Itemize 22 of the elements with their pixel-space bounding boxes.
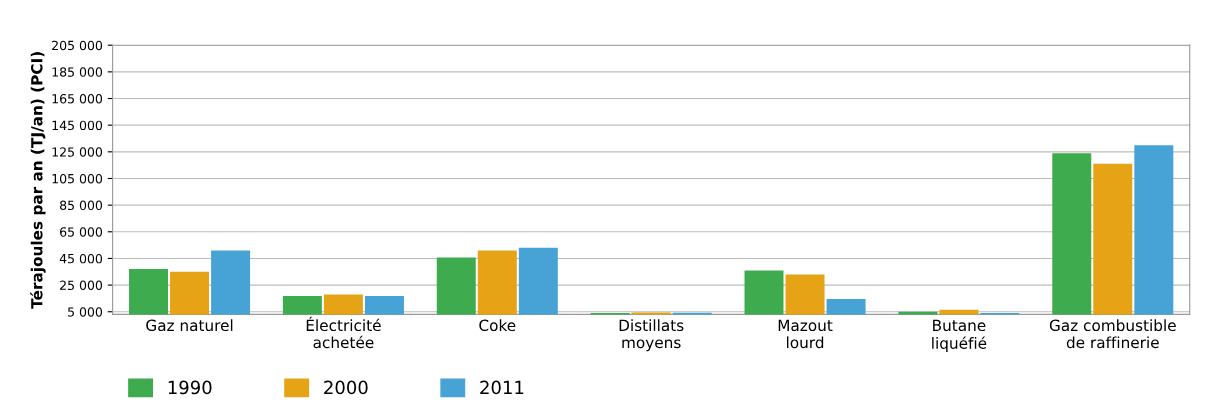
y-tick-label: 5 000	[68, 307, 103, 317]
y-tick-label: 65 000	[60, 227, 103, 237]
y-axis-title: Térajoules par an (TJ/an) (PCI)	[30, 52, 46, 309]
y-tick-label: 165 000	[52, 93, 103, 104]
y-tick-label: 205 000	[52, 40, 103, 51]
y-tick-label: 85 000	[60, 200, 103, 211]
x-tick-label: Électricité achetée	[306, 316, 381, 349]
x-tick-label: Gaz combustible de raffinerie	[1049, 319, 1176, 349]
y-tick-label: 185 000	[52, 67, 103, 77]
x-tick-label: Coke	[479, 319, 516, 332]
x-tick-label: Butane liquéfié	[932, 319, 987, 352]
legend-label: 2000	[324, 380, 368, 395]
y-tick-label: 125 000	[52, 147, 103, 157]
y-tick-label: 25 000	[60, 280, 103, 291]
y-tick-label: 145 000	[52, 120, 103, 131]
y-tick-label: 105 000	[52, 173, 103, 184]
y-tick-label: 45 000	[59, 253, 103, 264]
x-tick-label: Mazout lourd	[778, 319, 833, 349]
x-tick-label: Distillats moyens	[619, 319, 684, 352]
legend-label: 2011	[480, 380, 524, 395]
x-tick-label: Gaz naturel	[146, 319, 233, 332]
legend-label: 1990	[168, 380, 212, 395]
